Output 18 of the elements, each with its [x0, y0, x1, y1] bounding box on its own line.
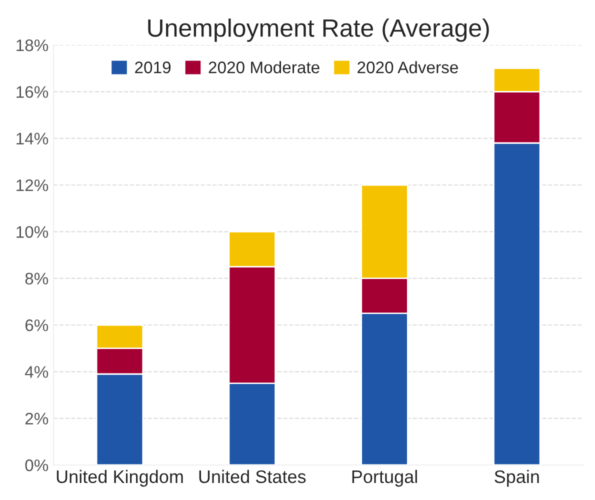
x-tick-label: Portugal: [352, 470, 417, 487]
y-tick-label: 12%: [16, 179, 48, 192]
y-tick-label: 14%: [16, 132, 48, 144]
x-tick-label: United States: [199, 470, 306, 484]
y-tick-label: 2%: [25, 412, 48, 424]
x-tick-label: United Kingdom: [56, 470, 183, 487]
x-tick-label: Spain: [494, 470, 539, 487]
y-tick-label: 8%: [25, 272, 48, 285]
legend-label: 2020 Moderate: [208, 61, 320, 74]
y-tick-label: 4%: [24, 366, 48, 378]
legend-label: 2020 Adverse: [358, 61, 458, 74]
legend-label: 2019: [135, 62, 171, 74]
y-tick-label: 18%: [16, 39, 48, 52]
y-tick-label: 10%: [16, 226, 48, 238]
y-tick-label: 6%: [25, 319, 48, 332]
y-tick-label: 0%: [25, 459, 48, 472]
chart-title: Unemployment Rate (Average): [148, 18, 489, 42]
y-tick-label: 16%: [16, 86, 48, 98]
